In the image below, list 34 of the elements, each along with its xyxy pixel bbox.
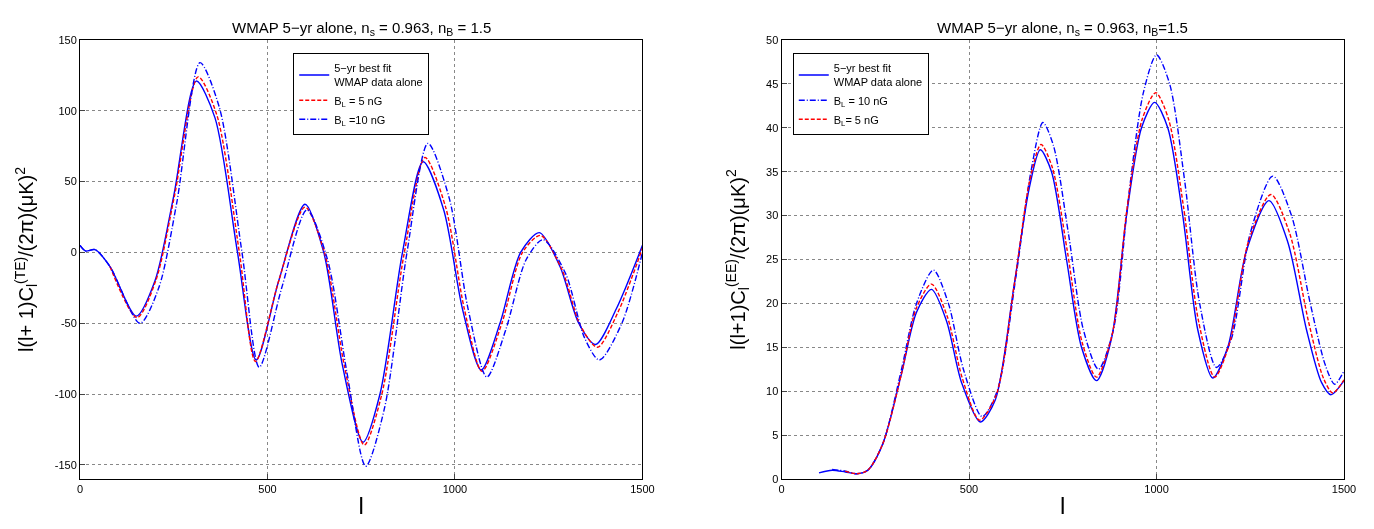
x-tick-label: 1500 [630, 483, 655, 496]
y-tick-label: 50 [64, 175, 77, 188]
legend-label: 5−yr best fit WMAP data alone [833, 62, 923, 89]
y-tick-label: 10 [766, 385, 779, 398]
y-tick-label: 100 [58, 104, 77, 117]
legend-label: B$_{L}$ =10 nG [334, 113, 386, 128]
x-tick-label: 500 [959, 483, 979, 496]
y-tick-label: 15 [766, 341, 779, 354]
x-axis-title: l [358, 491, 364, 519]
legend-label: B$_{L}$ = 10 nG [833, 94, 888, 109]
x-tick-label: 500 [258, 483, 277, 496]
y-tick-label: 0 [70, 246, 77, 259]
chart-title: WMAP 5−yr alone, n$_{s}$ = 0.963, n$_{B}$ = 1.5 [232, 19, 492, 39]
y-tick-label: 45 [766, 77, 779, 90]
x-tick-label: 1000 [442, 483, 468, 496]
y-tick-label: 5 [772, 428, 779, 441]
y-tick-label: 35 [766, 165, 779, 178]
y-tick-label: 150 [58, 33, 77, 46]
y-tick-label: 30 [766, 209, 779, 222]
y-tick-label: 0 [772, 472, 779, 485]
y-tick-label: -150 [54, 458, 77, 471]
y-tick-label: -100 [54, 387, 77, 400]
legend-label: B$_{L}$ = 5 nG [334, 94, 383, 109]
y-tick-label: 20 [766, 297, 779, 310]
chart-title: WMAP 5−yr alone, n$_{s}$ = 0.963, n$_{B}$=1.5 [937, 19, 1188, 39]
y-tick-label: 40 [766, 121, 779, 134]
y-tick-label: -50 [60, 317, 77, 330]
legend-label: B$_{L}$= 5 nG [833, 113, 879, 128]
x-tick-label: 1500 [1331, 483, 1357, 496]
y-tick-label: 25 [766, 253, 779, 266]
y-tick-label: 50 [766, 33, 779, 46]
x-axis-title: l [1060, 491, 1066, 519]
legend-label: 5−yr best fit WMAP data alone [334, 62, 423, 89]
x-tick-label: 1000 [1144, 483, 1169, 496]
